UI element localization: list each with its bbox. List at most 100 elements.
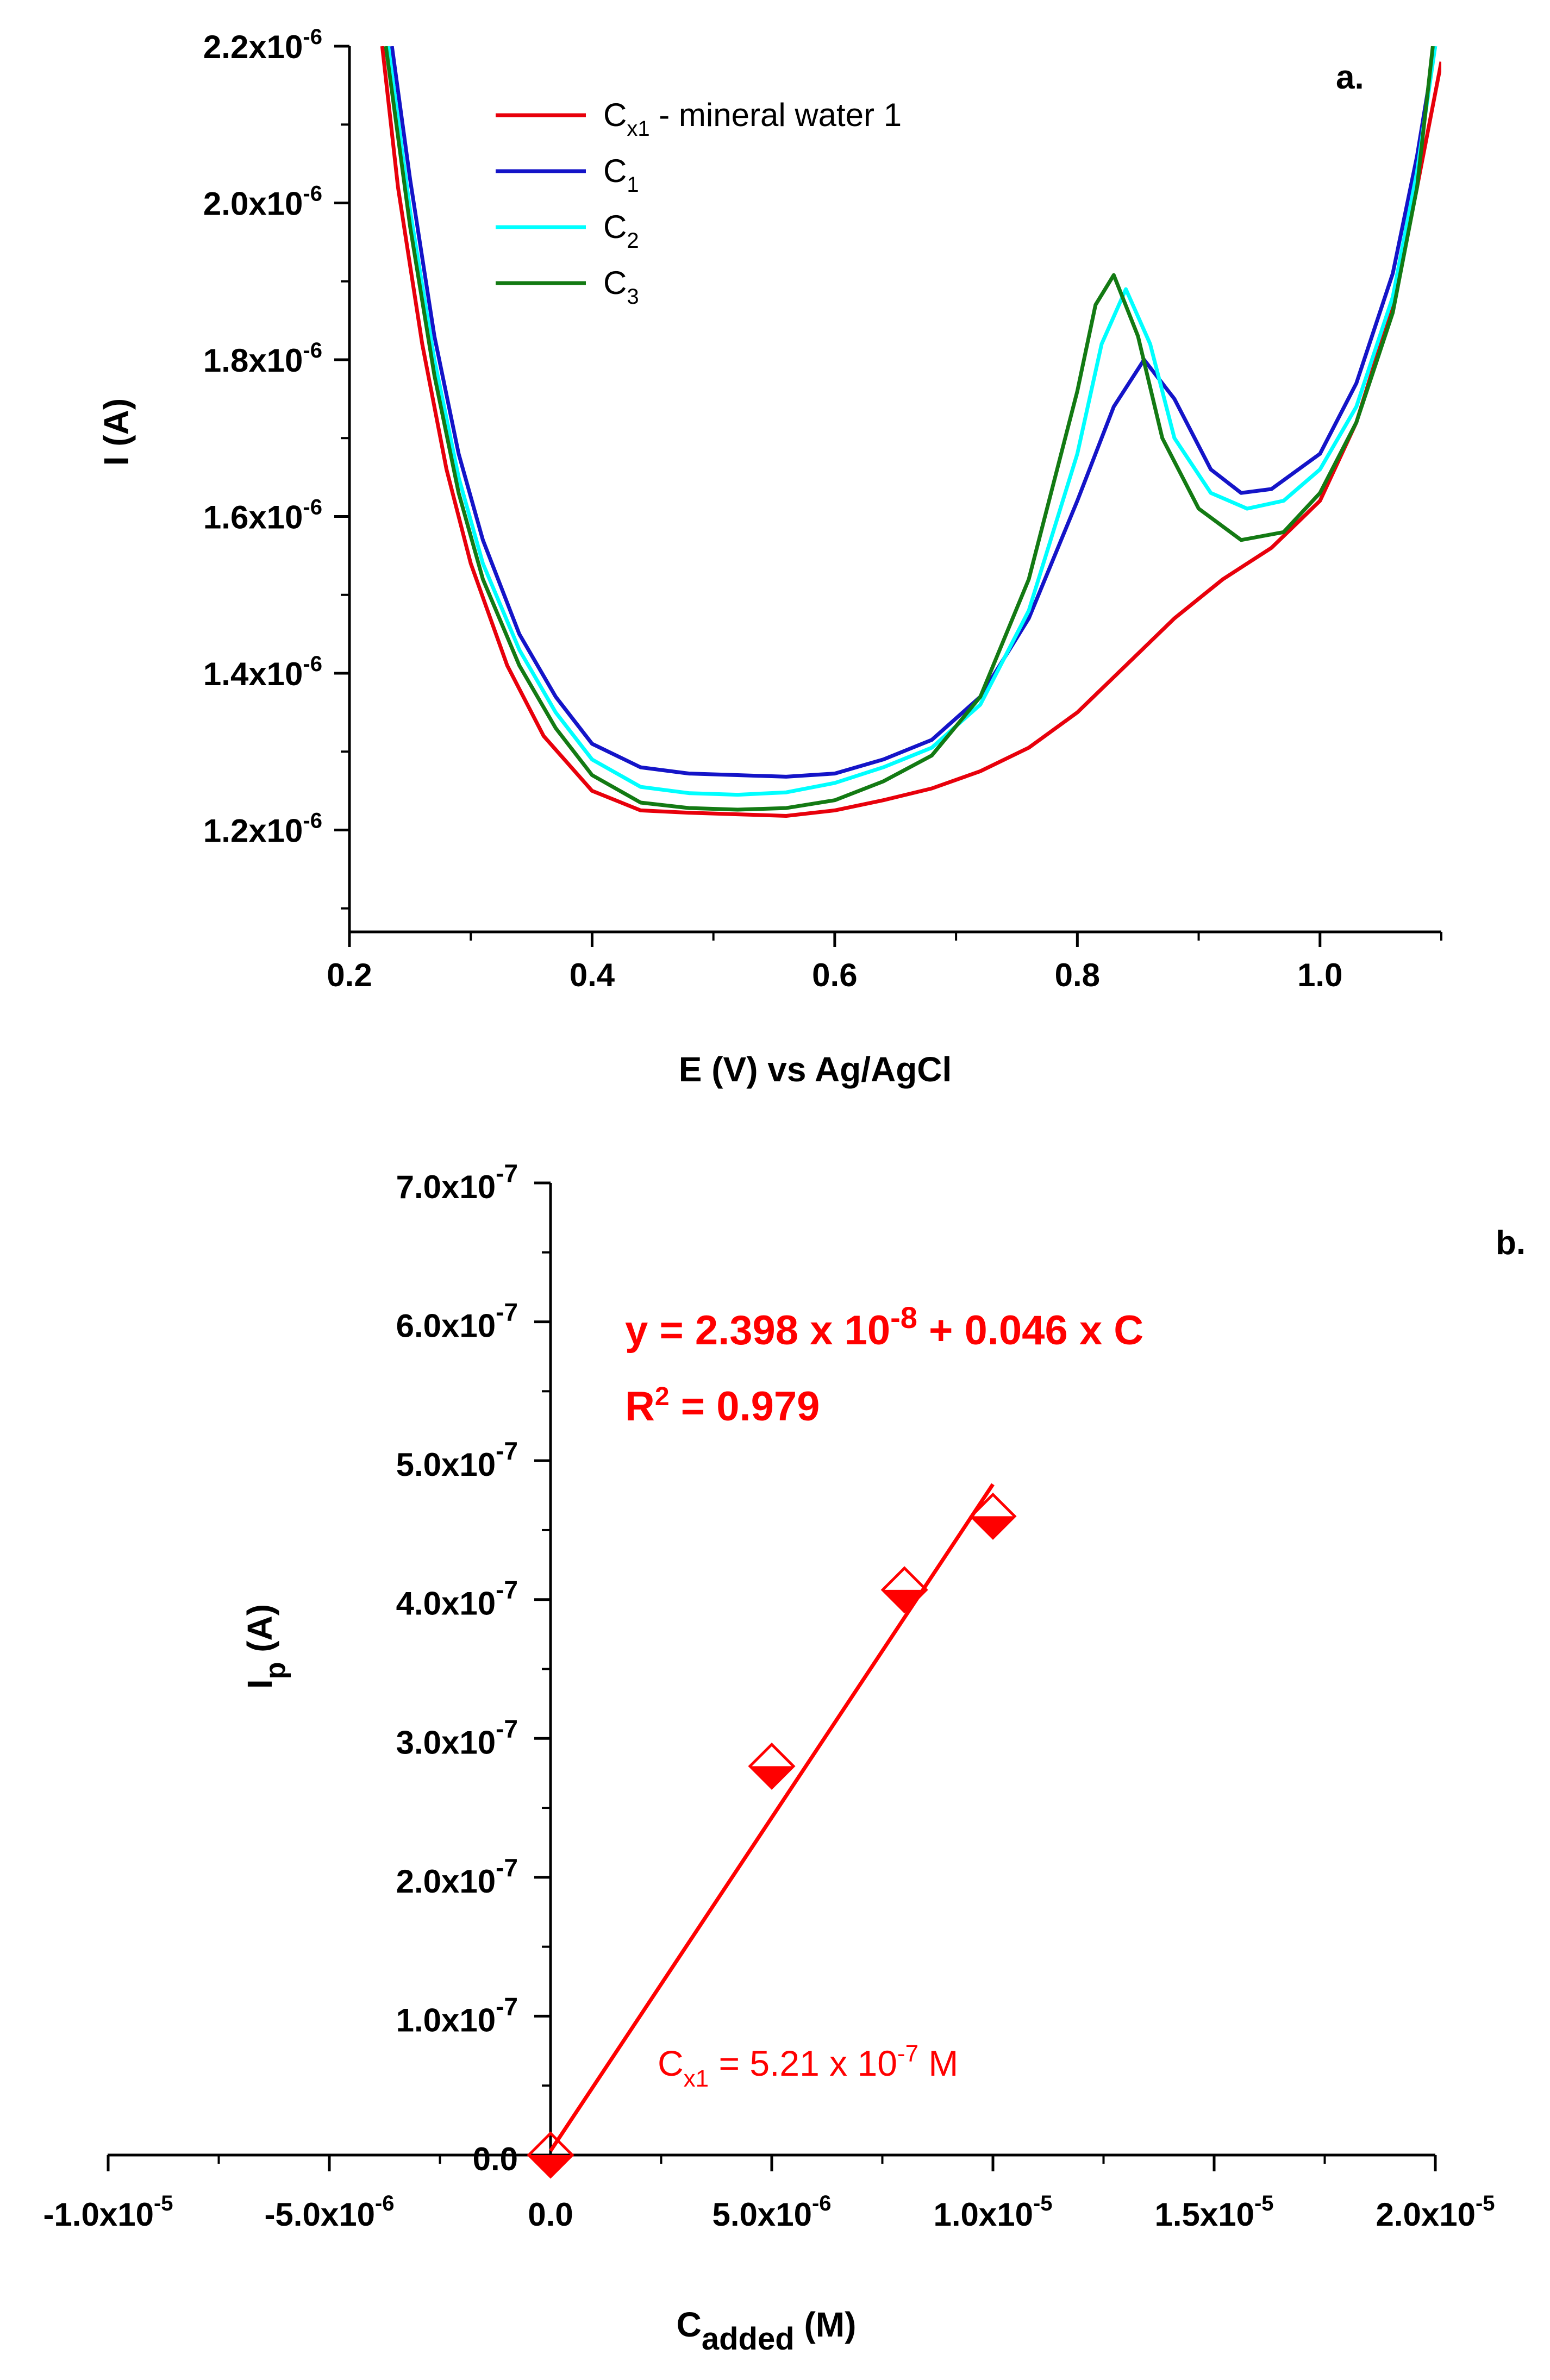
- panel-b-y-tick-label-mantissa: 1.0x10: [396, 2002, 496, 2038]
- panel-b-y-tick-label-mantissa: 3.0x10: [396, 1724, 496, 1761]
- panel-b-x-tick-label-exponent: -5: [154, 2191, 173, 2215]
- panel-b-x-axis-label: Cadded (M): [677, 2305, 857, 2357]
- panel-b-y-tick-label-exponent: -7: [496, 1992, 518, 2020]
- r2-main: R: [625, 1383, 655, 1430]
- panel-a-series-4: [384, 46, 1435, 812]
- panel-b-y-tick-label: 3.0x10-7: [396, 1714, 518, 1761]
- panel-a-y-tick-label-mantissa: 2.2x10: [203, 29, 303, 65]
- panel-a-series-1: [380, 46, 1441, 818]
- panel-b-data-point: [748, 1742, 796, 1790]
- panel-a-x-tick-label: 0.6: [812, 957, 857, 993]
- legend-entry-3: C2: [603, 209, 639, 253]
- panel-b-letter: b.: [1496, 1224, 1526, 1262]
- panel-b-y-tick-label: 1.0x10-7: [396, 1992, 518, 2038]
- panel-b-x-tick-label: 1.0x10-5: [933, 2191, 1052, 2233]
- legend-entry-subscript: 3: [627, 285, 639, 309]
- panel-a-y-tick-label: 1.6x10-6: [203, 495, 322, 535]
- panel-b-x-tick-label-mantissa: 5.0x10: [712, 2196, 812, 2233]
- panel-b-y-tick-label: 6.0x10-7: [396, 1298, 518, 1344]
- panel-a-y-tick-label-exponent: -6: [303, 339, 322, 362]
- panel-a: 0.2 0.4 0.6 0.8 1.0 1.2x10-61.4x10-61.6x10-6…: [97, 25, 1442, 1089]
- panel-a-y-tick-label-exponent: -6: [303, 181, 322, 205]
- panel-b-x-tick-label-mantissa: -5.0x10: [264, 2196, 375, 2233]
- panel-b-x-tick-label-exponent: -5: [1033, 2191, 1053, 2215]
- panel-a-y-tick-label-exponent: -6: [303, 495, 322, 519]
- point-lower-half: [971, 1516, 1015, 1538]
- legend-entry-main: C: [603, 209, 627, 245]
- legend-entry-rest: - mineral water 1: [650, 97, 902, 133]
- point-lower-half: [529, 2155, 572, 2177]
- panel-a-x-tick-label: 0.2: [327, 957, 372, 993]
- point-lower-half: [883, 1589, 927, 1612]
- panel-b-y-tick-label-exponent: -7: [496, 1576, 518, 1604]
- panel-a-y-tick-label: 1.2x10-6: [203, 809, 322, 849]
- panel-a-y-tick-label: 2.0x10-6: [203, 181, 322, 222]
- panel-b-x-tick-label: -1.0x10-5: [43, 2191, 173, 2233]
- y-label-main: I: [240, 1679, 279, 1689]
- panel-a-y-ticks: 1.2x10-61.4x10-61.6x10-61.8x10-62.0x10-6…: [203, 25, 349, 910]
- panel-b-x-tick-label: 2.0x10-5: [1376, 2191, 1495, 2233]
- panel-b-y-axis-label: Ip (A): [240, 1604, 291, 1689]
- cx-exponent: -7: [897, 2040, 918, 2067]
- x-label-subscript: added: [702, 2321, 795, 2357]
- panel-a-y-tick-label: 2.2x10-6: [203, 25, 322, 65]
- panel-b-y-tick-label-mantissa: 0.0: [473, 2141, 518, 2177]
- panel-a-x-axis-label: E (V) vs Ag/AgCl: [679, 1050, 952, 1089]
- panel-a-legend: Cx1 - mineral water 1 C1 C2 C3: [496, 97, 902, 309]
- panel-b-y-tick-label: 0.0: [473, 2141, 518, 2177]
- panel-b-data-point: [880, 1566, 928, 1614]
- panel-a-y-tick-label-mantissa: 1.2x10: [203, 812, 303, 849]
- panel-b-r-squared: R2 = 0.979: [625, 1382, 820, 1430]
- cx-unit: M: [918, 2043, 958, 2083]
- point-outline: [880, 1566, 928, 1614]
- panel-b-y-tick-label-mantissa: 6.0x10: [396, 1308, 496, 1344]
- panel-b-y-tick-label: 5.0x10-7: [396, 1437, 518, 1483]
- panel-a-x-tick-label: 1.0: [1297, 957, 1342, 993]
- panel-b-x-tick-label-mantissa: -1.0x10: [43, 2196, 154, 2233]
- panel-b-y-tick-label: 4.0x10-7: [396, 1576, 518, 1622]
- panel-a-y-tick-label-exponent: -6: [303, 652, 322, 676]
- point-outline: [748, 1742, 796, 1790]
- legend-entry-subscript: 1: [627, 173, 639, 197]
- y-label-rest: (A): [240, 1604, 279, 1662]
- panel-b-x-tick-label-mantissa: 0.0: [528, 2196, 573, 2233]
- panel-b: -1.0x10-5 -5.0x10-6 0.0 5.0x10-6 1.0x10-5 1.5…: [43, 1159, 1526, 2357]
- panel-a-x-tick-label: 0.8: [1055, 957, 1100, 993]
- panel-b-y-tick-label-exponent: -7: [496, 1437, 518, 1465]
- point-outline: [527, 2131, 574, 2179]
- panel-a-axes: [348, 46, 1441, 934]
- panel-a-y-tick-label-exponent: -6: [303, 25, 322, 49]
- panel-b-cx1-result: Cx1 = 5.21 x 10-7 M: [658, 2040, 958, 2092]
- legend-entry-4: C3: [603, 265, 639, 309]
- panel-a-x-tick-label: 0.4: [570, 957, 615, 993]
- x-label-main: C: [677, 2305, 702, 2344]
- panel-b-y-tick-label-mantissa: 7.0x10: [396, 1169, 496, 1205]
- panel-b-y-tick-label-mantissa: 2.0x10: [396, 1863, 496, 1900]
- panel-a-y-tick-label-mantissa: 1.4x10: [203, 656, 303, 692]
- panel-a-y-tick-label: 1.8x10-6: [203, 339, 322, 379]
- equation-prefix: y = 2.398 x 10: [625, 1307, 890, 1354]
- panel-b-x-tick-label-exponent: -5: [1254, 2191, 1274, 2215]
- panel-b-x-ticks: -1.0x10-5 -5.0x10-6 0.0 5.0x10-6 1.0x10-5 1.5…: [43, 2155, 1495, 2233]
- panel-b-x-tick-label-exponent: -5: [1476, 2191, 1495, 2215]
- r2-value: = 0.979: [670, 1383, 820, 1430]
- panel-a-y-axis-label: I (A): [97, 398, 136, 466]
- panel-a-x-ticks: 0.2 0.4 0.6 0.8 1.0: [327, 932, 1442, 993]
- panel-a-y-tick-label-mantissa: 1.6x10: [203, 499, 303, 535]
- panel-b-y-tick-label: 2.0x10-7: [396, 1853, 518, 1900]
- equation-suffix: + 0.046 x C: [917, 1307, 1143, 1354]
- r2-superscript: 2: [655, 1382, 670, 1411]
- panel-a-letter: a.: [1336, 59, 1364, 96]
- legend-entry-2: C1: [603, 153, 639, 197]
- panel-a-y-tick-label-exponent: -6: [303, 809, 322, 832]
- panel-b-x-tick-label-mantissa: 2.0x10: [1376, 2196, 1476, 2233]
- panel-b-x-tick-label: -5.0x10-6: [264, 2191, 394, 2233]
- panel-b-x-tick-label: 0.0: [528, 2196, 573, 2233]
- equation-exponent: -8: [890, 1300, 917, 1335]
- panel-b-x-tick-label-mantissa: 1.5x10: [1154, 2196, 1254, 2233]
- panel-b-y-tick-label-exponent: -7: [496, 1853, 518, 1882]
- cx-value: = 5.21 x 10: [709, 2043, 897, 2083]
- panel-b-y-tick-label: 7.0x10-7: [396, 1159, 518, 1205]
- panel-b-y-tick-label-mantissa: 4.0x10: [396, 1586, 496, 1622]
- legend-entry-subscript: x1: [627, 117, 649, 141]
